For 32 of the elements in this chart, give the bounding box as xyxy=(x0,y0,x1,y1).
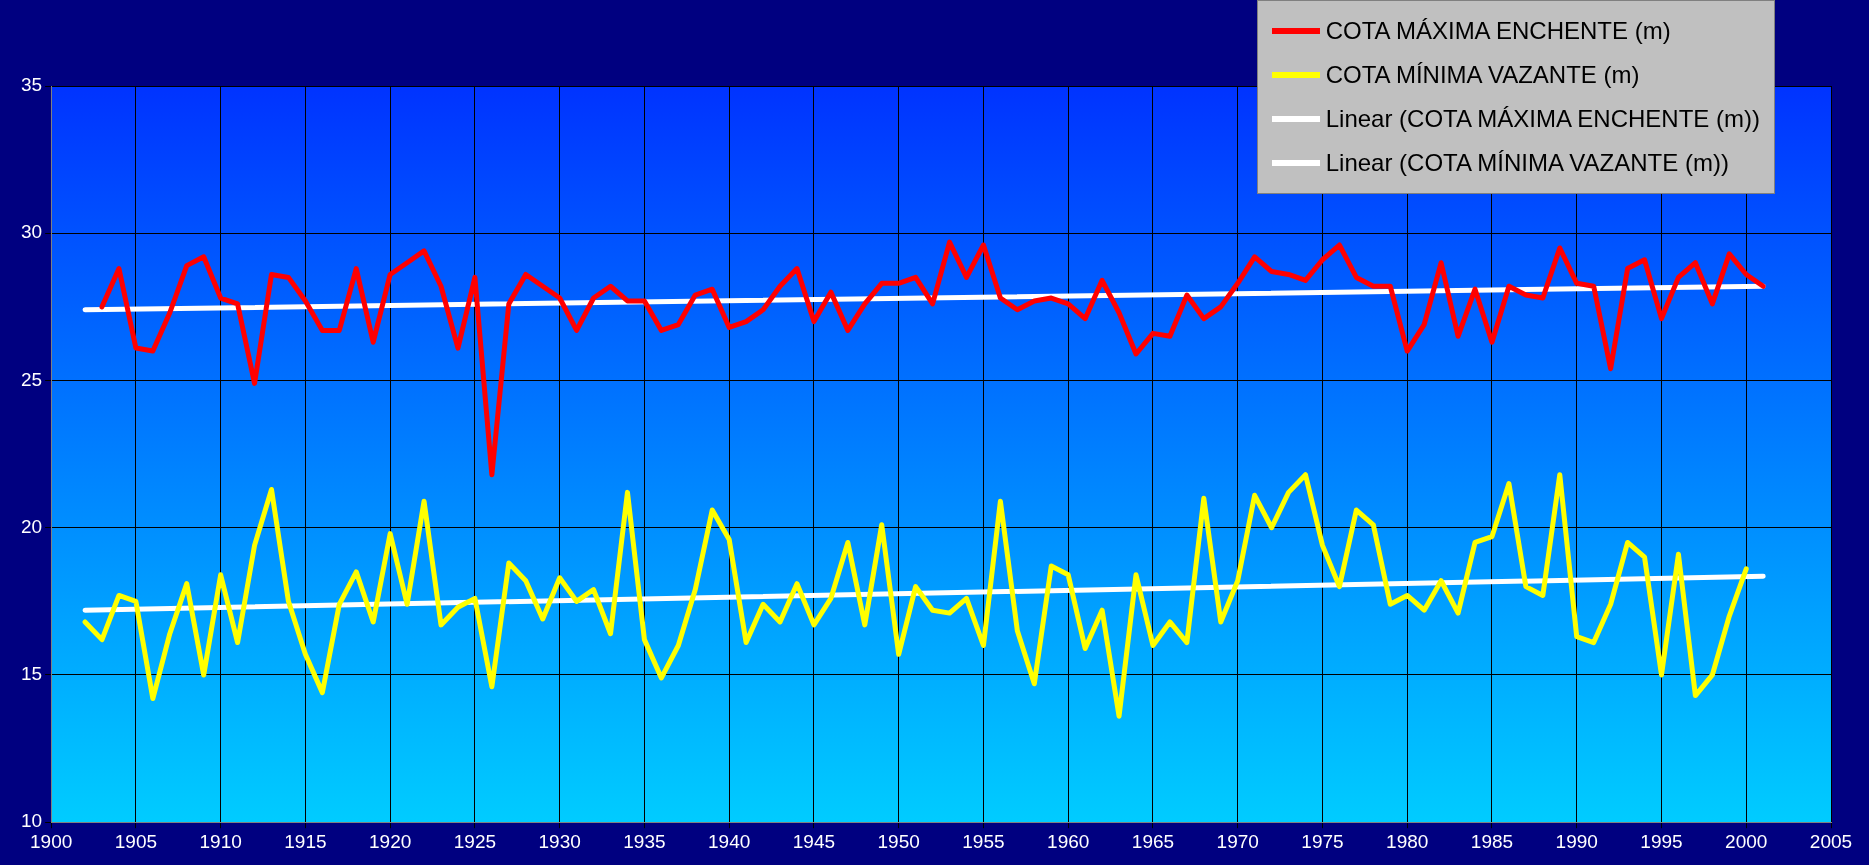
x-tick-label: 1905 xyxy=(114,830,158,852)
x-tick-label: 1980 xyxy=(1386,830,1429,852)
x-tick-label: 1950 xyxy=(877,830,920,852)
x-tick-label: 1970 xyxy=(1216,830,1259,852)
x-tick-label: 1985 xyxy=(1470,830,1514,852)
legend-label: COTA MÁXIMA ENCHENTE (m) xyxy=(1325,17,1671,45)
x-tick-label: 1995 xyxy=(1640,830,1683,852)
x-tick-label: 1900 xyxy=(29,830,73,852)
x-tick-label: 2000 xyxy=(1725,830,1768,852)
legend-label: Linear (COTA MÁXIMA ENCHENTE (m)) xyxy=(1325,105,1760,133)
x-tick-label: 2005 xyxy=(1809,830,1853,852)
x-tick-label: 1925 xyxy=(453,830,497,852)
legend-label: COTA MÍNIMA VAZANTE (m) xyxy=(1325,61,1640,89)
x-tick-label: 1960 xyxy=(1047,830,1090,852)
y-tick-label: 25 xyxy=(20,368,43,390)
x-tick-label: 1915 xyxy=(284,830,327,852)
x-tick-label: 1945 xyxy=(792,830,836,852)
x-tick-label: 1930 xyxy=(538,830,581,852)
x-tick-label: 1955 xyxy=(962,830,1005,852)
x-tick-label: 1935 xyxy=(623,830,666,852)
legend-label: Linear (COTA MÍNIMA VAZANTE (m)) xyxy=(1325,149,1729,177)
y-tick-label: 35 xyxy=(20,74,43,96)
y-tick-label: 20 xyxy=(20,515,43,537)
y-tick-label: 15 xyxy=(20,663,43,685)
y-tick-label: 10 xyxy=(20,810,43,832)
x-tick-label: 1940 xyxy=(708,830,751,852)
x-tick-label: 1910 xyxy=(199,830,242,852)
x-tick-label: 1920 xyxy=(369,830,412,852)
x-tick-label: 1965 xyxy=(1131,830,1175,852)
x-tick-label: 1975 xyxy=(1301,830,1344,852)
y-tick-label: 30 xyxy=(20,221,43,243)
x-tick-label: 1990 xyxy=(1555,830,1598,852)
